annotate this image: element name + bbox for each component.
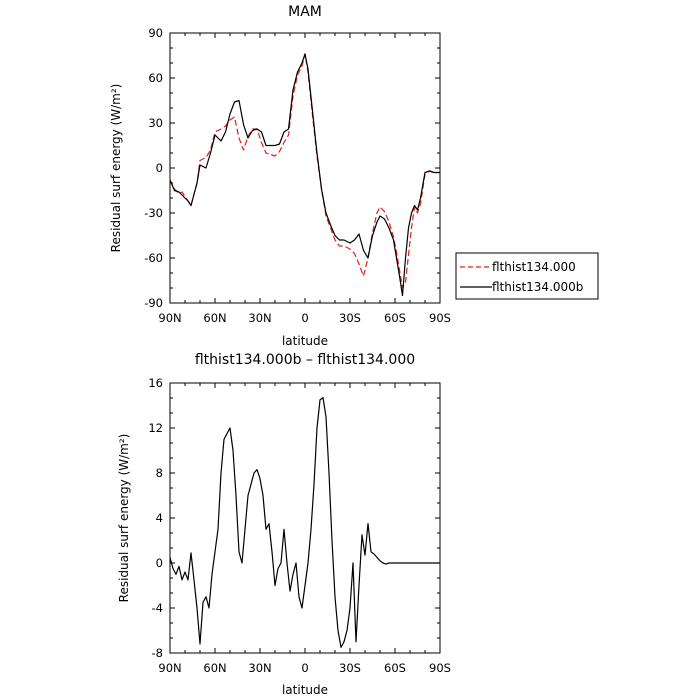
- x-tick-label: 30N: [248, 311, 271, 325]
- y-tick-label: -30: [144, 206, 163, 220]
- bottom-panel: flthist134.000b – flthist134.000 90N 60N 3…: [117, 352, 451, 697]
- x-tick-label: 30S: [339, 661, 361, 675]
- x-tick-label: 30S: [339, 311, 361, 325]
- bottom-plot-frame: [169, 382, 441, 654]
- top-series-lines: [169, 53, 440, 297]
- bottom-series-lines: [169, 397, 440, 648]
- top-x-axis-label: latitude: [282, 334, 328, 348]
- y-tick-label: 8: [156, 466, 163, 480]
- bottom-panel-title: flthist134.000b – flthist134.000: [195, 352, 415, 368]
- legend-label-series-0: flthist134.000: [492, 260, 576, 274]
- top-x-ticks: 90N 60N 30N 0 30S 60S 90S: [158, 33, 451, 325]
- y-tick-label: -4: [152, 601, 163, 615]
- y-tick-label: 30: [148, 116, 163, 130]
- series-line-1: [169, 53, 440, 297]
- legend: flthist134.000 flthist134.000b: [455, 252, 599, 300]
- x-tick-label: 60N: [203, 661, 226, 675]
- bottom-x-axis-label: latitude: [282, 683, 328, 697]
- x-tick-label: 0: [301, 661, 308, 675]
- x-tick-label: 90N: [158, 311, 181, 325]
- y-tick-label: -8: [152, 646, 163, 660]
- top-panel: MAM 90N 60N 30N 0 30S 60S 90S -90-60-300306090…: [109, 4, 451, 348]
- series-line-0: [169, 397, 440, 648]
- x-tick-label: 90N: [158, 661, 181, 675]
- bottom-y-ticks: -8 -4 0 4 8 12 16: [148, 376, 440, 660]
- x-tick-label: 90S: [429, 311, 451, 325]
- x-tick-label: 90S: [429, 661, 451, 675]
- top-plot-frame: [169, 32, 441, 304]
- x-tick-label: 30N: [248, 661, 271, 675]
- y-tick-label: 16: [148, 376, 163, 390]
- y-tick-label: 0: [156, 556, 163, 570]
- x-tick-label: 60S: [384, 311, 406, 325]
- y-tick-label: 60: [148, 71, 163, 85]
- legend-label-series-1: flthist134.000b: [492, 280, 583, 294]
- legend-box: [455, 252, 599, 300]
- top-y-ticks: -90 -60 -30 0 30 60 90: [144, 26, 440, 310]
- top-y-axis-label: Residual surf energy (W/m²): [109, 84, 123, 253]
- y-tick-label: -60: [144, 251, 163, 265]
- bottom-y-axis-label: Residual surf energy (W/m²): [117, 434, 131, 603]
- series-line-0: [169, 53, 440, 289]
- x-tick-label: 0: [301, 311, 308, 325]
- y-tick-label: 12: [148, 421, 163, 435]
- y-tick-label: 0: [156, 161, 163, 175]
- bottom-x-ticks: 90N 60N 30N 0 30S 60S 90S: [158, 383, 451, 675]
- x-tick-label: 60N: [203, 311, 226, 325]
- y-tick-label: 90: [148, 26, 163, 40]
- y-tick-label: -90: [144, 296, 163, 310]
- top-panel-title: MAM: [288, 4, 322, 20]
- y-tick-label: 4: [156, 511, 163, 525]
- x-tick-label: 60S: [384, 661, 406, 675]
